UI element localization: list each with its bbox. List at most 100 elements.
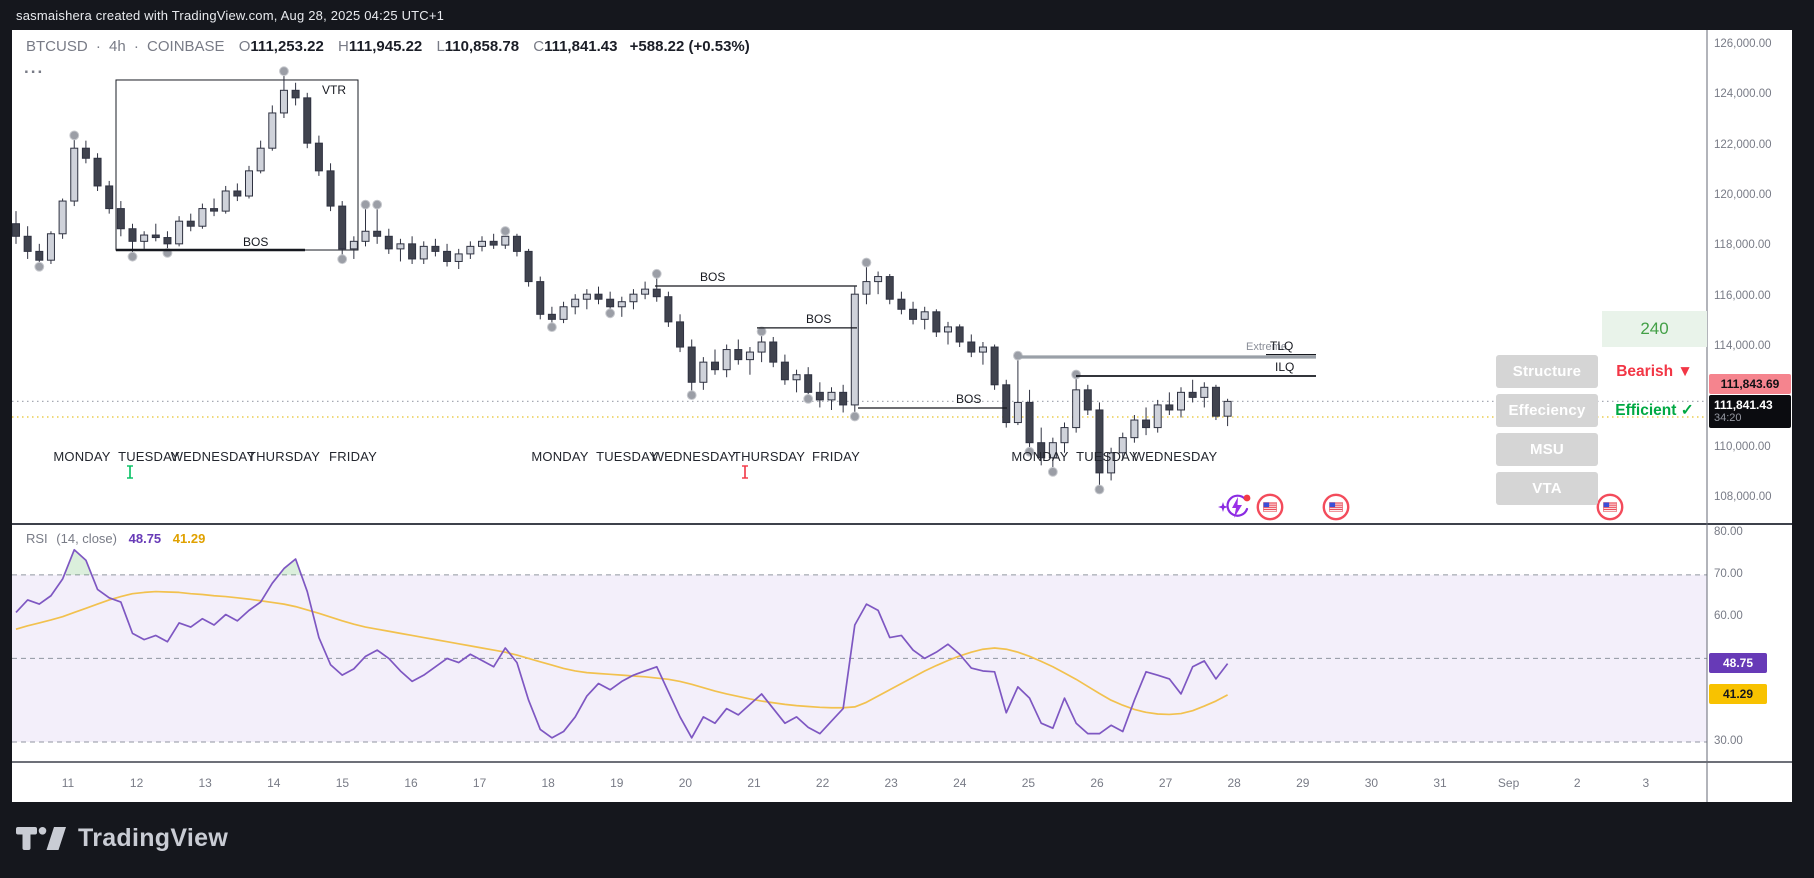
open-value: 111,253.22 — [250, 38, 324, 55]
chart-background — [12, 30, 1792, 802]
candle-body — [12, 223, 20, 237]
indicators-more-icon[interactable]: ... — [24, 58, 45, 77]
candle-body — [1200, 386, 1209, 398]
candle-body — [198, 208, 207, 227]
candle-countdown: 34:20 — [1714, 412, 1742, 424]
candle-body — [512, 235, 521, 252]
alert-price-badge: 111,843.69 — [1709, 374, 1791, 394]
candle-body — [711, 361, 719, 371]
candle-body — [349, 240, 358, 250]
open-label: O — [238, 38, 251, 55]
msu-button[interactable]: MSU — [1496, 433, 1598, 466]
candle-body — [1188, 391, 1197, 398]
swing-point-dot — [1071, 369, 1082, 380]
candle-body — [1223, 400, 1232, 417]
high-label: H — [338, 38, 349, 55]
tradingview-logo[interactable]: TradingView — [16, 824, 228, 853]
rsi-value-badge: 48.75 — [1709, 653, 1767, 673]
rsi-params: (14, close) — [56, 531, 117, 546]
top-attribution-bar: sasmaishera created with TradingView.com… — [0, 0, 1814, 30]
swing-point-dot — [500, 226, 511, 236]
candle-body — [1095, 409, 1104, 474]
candle-body — [338, 205, 347, 250]
candle-body — [524, 250, 533, 283]
efficiency-value: Efficient ✓ — [1615, 402, 1694, 419]
candle-body — [373, 230, 382, 237]
candle-body — [221, 190, 230, 212]
candle-body — [93, 157, 102, 187]
ai-refresh-event-icon[interactable] — [1218, 494, 1251, 518]
rsi-header[interactable]: RSI (14, close) 48.75 41.29 — [26, 531, 205, 546]
swing-point-dot — [1047, 466, 1058, 477]
swing-point-dot — [605, 308, 616, 319]
candle-body — [920, 311, 929, 320]
candle-body — [454, 253, 463, 262]
vta-button[interactable]: VTA — [1496, 472, 1598, 505]
candle-body — [780, 361, 789, 381]
candle-body — [163, 237, 172, 245]
candle-body — [815, 391, 824, 401]
candle-body — [839, 391, 848, 406]
efficiency-button[interactable]: Effeciency — [1496, 394, 1598, 427]
candle-body — [792, 374, 801, 381]
candle-body — [617, 301, 626, 308]
swing-point-dot — [651, 268, 662, 279]
symbol-header[interactable]: BTCUSD · 4h · COINBASE O111,253.22 H111,… — [26, 38, 750, 55]
candle-body — [874, 276, 883, 283]
candle-body — [1048, 442, 1057, 459]
swing-point-dot — [686, 390, 697, 401]
candle-body — [1153, 404, 1162, 429]
low-value: 110,858.78 — [444, 38, 520, 55]
rsi-ma-badge: 41.29 — [1709, 684, 1767, 704]
candle-body — [431, 245, 440, 252]
rsi-ma-line — [15, 590, 1229, 716]
candle-body — [443, 250, 452, 262]
candle-body — [606, 298, 615, 308]
structure-value: Bearish ▼ — [1616, 362, 1693, 380]
close-value: 111,841.43 — [544, 38, 618, 55]
low-label: L — [436, 38, 445, 55]
swing-point-dot — [861, 257, 872, 268]
us-flag-event-icon[interactable] — [1596, 493, 1624, 521]
candle-body — [23, 235, 32, 252]
close-label: C — [533, 38, 545, 55]
swing-point-dot — [547, 322, 557, 333]
candle-body — [1037, 442, 1046, 459]
candle-body — [361, 230, 370, 242]
us-flag-event-icon[interactable] — [1322, 493, 1350, 521]
candle-body — [326, 170, 335, 207]
rsi-title[interactable]: RSI — [26, 531, 48, 546]
candle-body — [1107, 452, 1116, 474]
candle-body — [35, 250, 44, 261]
candle-body — [81, 147, 90, 159]
candle-body — [419, 245, 428, 260]
candle-body — [1142, 419, 1151, 429]
candle-body — [210, 208, 219, 212]
candle-body — [769, 341, 778, 363]
interval-label[interactable]: 4h — [109, 38, 126, 55]
candle-body — [303, 97, 312, 144]
rsi-line — [15, 548, 1229, 739]
us-flag-event-icon[interactable] — [1256, 493, 1284, 521]
swing-point-dot — [803, 393, 814, 404]
candle-body — [478, 240, 486, 247]
candle-body — [909, 308, 918, 320]
candle-body — [128, 228, 137, 242]
separator: · — [133, 38, 139, 55]
candle-body — [676, 321, 685, 348]
candle-body — [1083, 389, 1092, 411]
structure-button[interactable]: Structure — [1496, 355, 1598, 388]
rsi-value: 48.75 — [128, 531, 162, 546]
symbol-name[interactable]: BTCUSD — [26, 38, 88, 55]
candle-body — [536, 281, 545, 315]
candle-body — [1118, 437, 1127, 454]
candle-body — [384, 235, 393, 250]
candle-body — [641, 288, 650, 295]
swing-point-dot — [34, 261, 45, 272]
tradingview-logo-icon — [16, 826, 66, 850]
candle-body — [58, 200, 67, 235]
candle-body — [594, 293, 603, 300]
tradingview-logo-text: TradingView — [78, 824, 229, 852]
candle-body — [279, 89, 288, 114]
